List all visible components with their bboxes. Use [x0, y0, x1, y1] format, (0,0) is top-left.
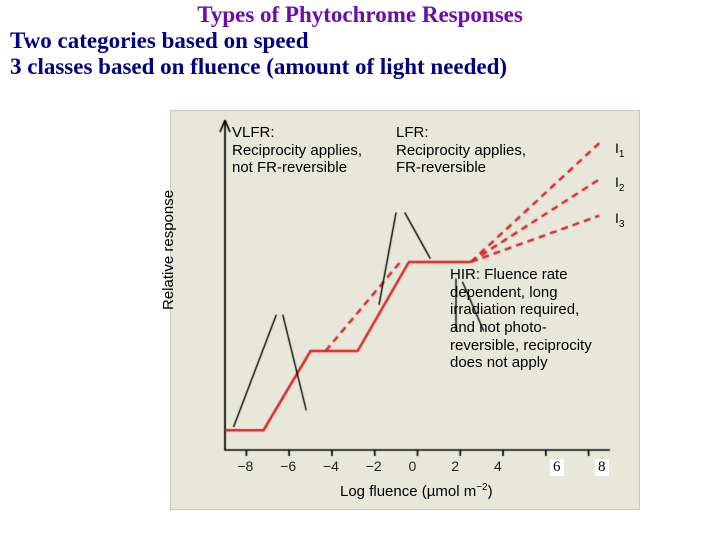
x-tick: −6 [280, 458, 296, 474]
y-axis-label: Relative response [160, 190, 177, 310]
x-tick: 4 [494, 458, 502, 474]
vlfr-annotation: VLFR: Reciprocity applies, not FR-revers… [232, 124, 362, 177]
subtitle-2: 3 classes based on fluence (amount of li… [10, 54, 710, 80]
x-tick: −2 [366, 458, 382, 474]
x-tick: 2 [451, 458, 459, 474]
x-tick: −8 [237, 458, 253, 474]
chart-panel: VLFR: Reciprocity applies, not FR-revers… [170, 110, 640, 510]
x-axis-label: Log fluence (µmol m−2) [340, 482, 493, 500]
intensity-label: I2 [615, 174, 624, 194]
x-tick: −4 [323, 458, 339, 474]
intensity-label: I1 [615, 140, 624, 160]
page-title: Types of Phytochrome Responses [10, 2, 710, 28]
intensity-label: I3 [615, 210, 624, 230]
hir-annotation: HIR: Fluence rate dependent, long irradi… [450, 266, 592, 372]
subtitle-1: Two categories based on speed [10, 28, 710, 54]
overlay-tick-8: 8 [595, 459, 609, 476]
lfr-annotation: LFR: Reciprocity applies, FR-reversible [396, 124, 526, 177]
x-tick: 0 [409, 458, 417, 474]
overlay-tick-6: 6 [550, 459, 564, 476]
